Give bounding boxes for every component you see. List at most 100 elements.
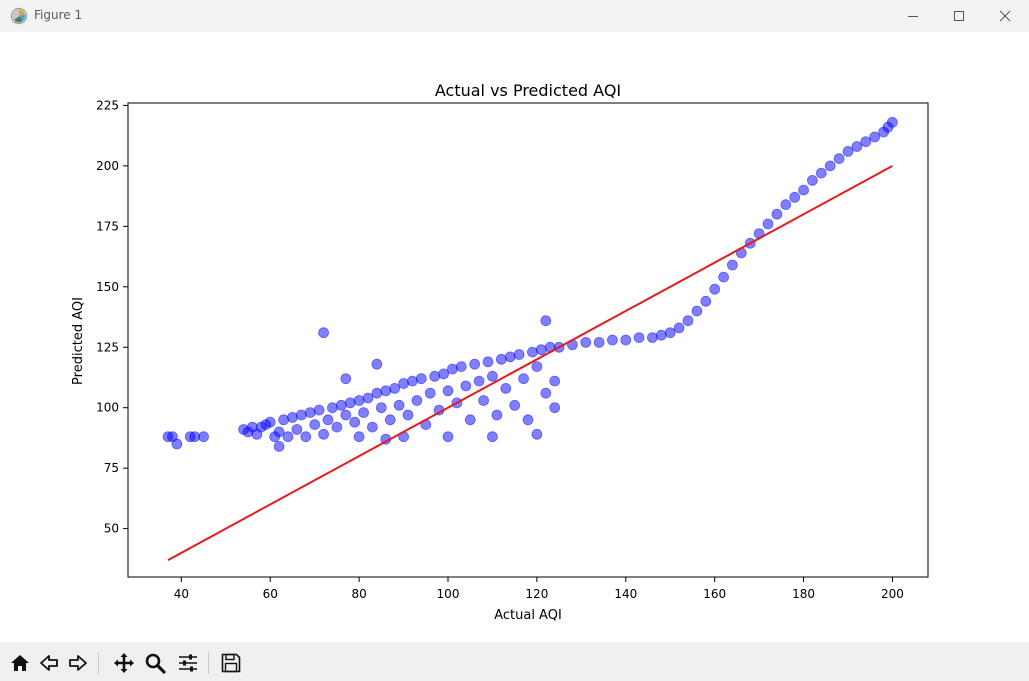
x-tick-label: 180 xyxy=(792,587,815,601)
home-button[interactable] xyxy=(8,651,32,675)
toolbar-separator xyxy=(98,652,99,674)
back-button[interactable] xyxy=(37,651,61,675)
data-point xyxy=(375,402,387,414)
data-point xyxy=(398,378,410,389)
data-point xyxy=(415,373,427,385)
data-point xyxy=(469,358,481,370)
data-point xyxy=(535,344,547,356)
data-point xyxy=(495,353,507,365)
matplotlib-logo-icon xyxy=(10,7,28,25)
x-axis-ticks: 40 60 80 100 120 140 160 180 200 xyxy=(174,577,904,601)
data-point xyxy=(371,387,383,399)
data-point xyxy=(718,271,729,283)
data-point xyxy=(607,334,618,346)
data-point xyxy=(455,361,467,373)
x-tick-label: 80 xyxy=(351,587,366,601)
data-point xyxy=(531,428,543,440)
data-point xyxy=(851,141,863,152)
data-point xyxy=(322,414,334,426)
data-point xyxy=(860,136,872,148)
data-point xyxy=(460,380,472,392)
data-point xyxy=(815,167,827,179)
forward-button[interactable] xyxy=(66,651,90,675)
y-tick-label: 175 xyxy=(96,219,119,233)
data-point xyxy=(389,382,401,394)
data-point xyxy=(580,336,592,348)
data-point xyxy=(789,191,801,203)
x-tick-label: 40 xyxy=(174,587,189,601)
data-point xyxy=(869,131,881,143)
data-point xyxy=(633,332,645,344)
zoom-button[interactable] xyxy=(143,651,167,675)
data-point xyxy=(189,431,201,443)
navigation-toolbar xyxy=(0,642,1029,681)
data-point xyxy=(513,349,525,360)
data-point xyxy=(691,305,703,317)
data-point xyxy=(478,395,490,406)
data-point xyxy=(371,358,383,370)
pan-button[interactable] xyxy=(112,651,136,675)
data-point xyxy=(482,356,494,368)
y-tick-label: 225 xyxy=(96,98,119,112)
close-button[interactable] xyxy=(990,4,1020,28)
data-point xyxy=(491,409,503,421)
data-point xyxy=(402,409,414,421)
window-title: Figure 1 xyxy=(34,8,83,22)
data-point xyxy=(700,295,712,307)
data-point xyxy=(362,392,374,404)
data-point xyxy=(709,283,721,295)
data-point xyxy=(673,322,685,334)
data-point xyxy=(727,259,738,271)
data-point xyxy=(664,327,676,339)
reference-line xyxy=(167,164,893,561)
axes-frame xyxy=(127,102,929,578)
sliders-icon xyxy=(179,654,197,672)
configure-subplots-button[interactable] xyxy=(176,651,200,675)
chart-title: Actual vs Predicted AQI xyxy=(435,81,621,100)
data-point xyxy=(286,411,298,423)
data-point xyxy=(295,409,307,421)
figure-canvas[interactable]: Actual vs Predicted AQI 40 60 80 100 120 140 1… xyxy=(0,32,1029,642)
minimize-button[interactable] xyxy=(898,4,928,28)
data-point xyxy=(349,416,361,428)
home-icon xyxy=(11,655,29,671)
x-tick-label: 60 xyxy=(263,587,278,601)
data-point xyxy=(406,375,418,387)
data-point xyxy=(318,428,330,440)
data-point xyxy=(824,160,836,172)
title-bar: Figure 1 xyxy=(0,0,1029,32)
data-point xyxy=(273,426,285,438)
save-button[interactable] xyxy=(219,651,243,675)
data-point xyxy=(340,373,352,385)
data-point xyxy=(358,407,370,419)
data-point xyxy=(540,387,552,399)
data-point xyxy=(353,395,365,406)
data-point xyxy=(326,402,338,414)
magnifier-icon xyxy=(145,653,166,674)
data-point xyxy=(340,409,352,421)
data-point xyxy=(380,385,392,397)
y-axis-ticks: 50 75 100 125 150 175 200 225 xyxy=(96,98,128,536)
data-point xyxy=(309,419,321,431)
data-point xyxy=(318,327,330,339)
data-point xyxy=(762,218,774,230)
data-point xyxy=(424,387,436,399)
data-point xyxy=(442,431,454,443)
data-point xyxy=(887,116,898,128)
data-point xyxy=(393,399,405,411)
data-point xyxy=(540,315,552,327)
data-point xyxy=(411,395,423,406)
data-point xyxy=(842,146,854,157)
y-axis-label: Predicted AQI xyxy=(71,297,86,385)
data-point xyxy=(331,421,343,433)
maximize-button[interactable] xyxy=(944,4,974,28)
data-point xyxy=(304,407,316,419)
data-point xyxy=(500,382,512,394)
toolbar-separator xyxy=(208,652,209,674)
x-tick-label: 100 xyxy=(437,587,460,601)
data-point xyxy=(647,332,658,344)
data-point xyxy=(464,414,476,426)
scatter-chart: Actual vs Predicted AQI 40 60 80 100 120 140 1… xyxy=(71,81,929,623)
data-point xyxy=(273,440,285,452)
data-point xyxy=(335,399,347,411)
